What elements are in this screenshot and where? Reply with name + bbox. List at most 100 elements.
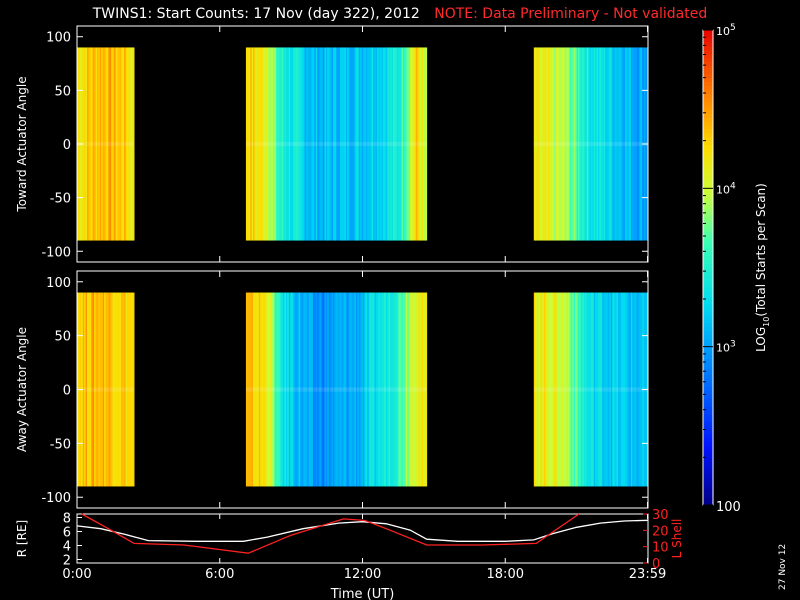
colorbar-segment	[703, 382, 713, 387]
heatmap-column	[388, 292, 391, 487]
heatmap-column	[586, 292, 589, 487]
heatmap-column	[106, 47, 109, 241]
heatmap-column	[387, 292, 390, 487]
heatmap-column	[124, 292, 126, 487]
heatmap-column	[102, 47, 105, 241]
heatmap-column	[570, 47, 573, 241]
heatmap-column	[562, 47, 565, 241]
heatmap-column	[287, 292, 290, 487]
heatmap-column	[247, 292, 250, 487]
heatmap-column	[129, 292, 132, 487]
heatmap-column	[533, 47, 536, 241]
heatmap-column	[374, 47, 377, 241]
heatmap-column	[424, 292, 427, 487]
heatmap-column	[338, 47, 341, 241]
heatmap-column	[398, 47, 401, 241]
heatmap-column	[318, 47, 321, 241]
heatmap-column	[639, 47, 642, 241]
colorbar-segment	[703, 501, 713, 506]
heatmap-column	[398, 292, 401, 487]
colorbar-segment	[703, 295, 713, 300]
heatmap-column	[632, 292, 635, 487]
heatmap-column	[298, 47, 301, 241]
heatmap-column	[344, 292, 347, 487]
y-tick-label: 100	[46, 276, 71, 291]
heatmap-column	[411, 47, 414, 241]
heatmap-column	[592, 292, 595, 487]
heatmap-column	[295, 47, 298, 241]
heatmap-column	[355, 47, 358, 241]
heatmap-column	[615, 292, 617, 487]
heatmap-column	[105, 47, 108, 241]
colorbar-segment	[703, 220, 713, 225]
heatmap-column	[304, 47, 307, 241]
heatmap-column	[596, 47, 599, 241]
chart-note: NOTE: Data Preliminary - Not validated	[434, 6, 708, 22]
heatmap-column	[84, 47, 86, 241]
heatmap-column	[264, 292, 267, 487]
heatmap-column	[603, 47, 606, 241]
heatmap-panel-2: -100 -50 0 50 100 Away Actuator Angle	[15, 270, 649, 509]
heatmap-column	[405, 47, 408, 241]
heatmap-column	[95, 292, 98, 487]
heatmap-column	[384, 47, 387, 241]
heatmap-column	[568, 47, 570, 241]
heatmap-column	[267, 47, 270, 241]
colorbar-segment	[703, 481, 713, 486]
heatmap-column	[543, 292, 546, 487]
colorbar-segment	[703, 437, 713, 443]
colorbar-segment	[703, 148, 713, 154]
heatmap-column	[583, 292, 586, 487]
heatmap-column	[331, 47, 334, 241]
heatmap-column	[337, 47, 340, 241]
heatmap-column	[371, 47, 374, 241]
heatmap-column	[310, 292, 312, 487]
heatmap-column	[639, 292, 642, 487]
heatmap-column	[265, 292, 268, 487]
colorbar-segment	[703, 37, 713, 43]
heatmap-column	[395, 47, 398, 241]
heatmap-column	[347, 292, 350, 487]
heatmap-column	[115, 47, 118, 241]
heatmap-column	[101, 47, 104, 241]
heatmap-column	[600, 47, 603, 241]
colorbar-segment	[703, 176, 713, 181]
heatmap-column	[265, 47, 268, 241]
colorbar-segment	[703, 469, 713, 474]
colorbar-segment	[703, 445, 713, 451]
heatmap-column	[305, 47, 308, 241]
heatmap-column	[260, 47, 263, 241]
colorbar-segment	[703, 429, 713, 435]
heatmap-column	[568, 292, 570, 487]
heatmap-column	[341, 47, 344, 241]
colorbar-segment	[703, 259, 713, 265]
heatmap-column	[285, 47, 288, 241]
heatmap-segment	[77, 47, 135, 241]
heatmap-column	[626, 292, 629, 487]
heatmap-column	[362, 47, 365, 241]
colorbar-segment	[703, 497, 713, 502]
colorbar-segment	[703, 378, 713, 383]
colorbar-segment	[703, 235, 713, 241]
colorbar-segment	[703, 473, 713, 478]
heatmap-column	[94, 292, 96, 487]
heatmap-column	[280, 47, 283, 241]
heatmap-column	[563, 292, 566, 487]
heatmap-column	[384, 292, 387, 487]
colorbar-segment	[703, 231, 713, 237]
heatmap-column	[324, 47, 327, 241]
heatmap-column	[548, 292, 550, 487]
heatmap-column	[270, 47, 273, 241]
y2-tick-label: 20	[652, 524, 669, 539]
heatmap-column	[321, 47, 324, 241]
heatmap-column	[361, 292, 364, 487]
heatmap-column	[365, 47, 368, 241]
heatmap-column	[303, 47, 305, 241]
heatmap-column	[314, 292, 317, 487]
colorbar-label-part: LOG	[754, 327, 768, 352]
heatmap-column	[565, 292, 568, 487]
colorbar-segment	[703, 362, 713, 367]
colorbar-segment	[703, 303, 713, 308]
l-shell-line	[81, 513, 580, 554]
heatmap-column	[548, 47, 550, 241]
